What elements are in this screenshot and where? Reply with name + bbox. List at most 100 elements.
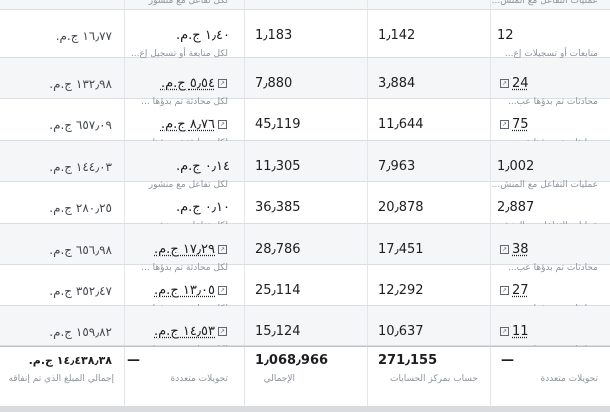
- table-row: ↗ 38 محادثات تم بدؤها عب... 17٫451 28٫786 ↗١٧…: [0, 224, 610, 273]
- impressions-cell: 11٫305: [244, 141, 367, 181]
- cost-per-result-cell: ↗١٤٫٥٣ ج.م.لكل محادثة تم بدؤها ...: [124, 306, 244, 355]
- results-number[interactable]: 11: [512, 324, 529, 339]
- cost-per-result-label: لكل متابعة أو تسجيل إع...: [130, 49, 228, 59]
- table-row: 2٫887 عمليات التفاعل مع المنش... 20٫878 36٫…: [0, 182, 610, 231]
- total-results-label: تحويلات متعددة: [540, 374, 599, 384]
- results-value: ↗ 27: [497, 283, 529, 299]
- cost-per-result-value: ٠٫١٠ ج.م.: [176, 200, 230, 216]
- total-impressions-cell: 1٫068٫966 الإجمالي: [244, 347, 367, 406]
- external-link-icon[interactable]: ↗: [218, 79, 227, 88]
- reach-cell: 3٫884: [367, 58, 490, 98]
- impressions-cell: 28٫786: [244, 224, 367, 264]
- reach-cell: 10٫637: [367, 306, 490, 345]
- total-reach-cell: 271٫155 حساب بمركز الحسابات: [367, 347, 490, 406]
- reach-cell: 11٫644: [367, 99, 490, 140]
- total-amount-label: إجمالي المبلغ الذي تم إنفاقه: [8, 374, 114, 384]
- impressions-value: 7٫880: [255, 76, 293, 91]
- amount-spent-cell: ٣٥٢٫٤٧ ج.م.: [0, 265, 124, 305]
- amount-spent-value: ٣٥٢٫٤٧ ج.م.: [49, 284, 112, 298]
- external-link-icon[interactable]: ↗: [218, 245, 227, 254]
- impressions-value: 15٫124: [255, 324, 301, 339]
- total-cost-cell: — تحويلات متعددة: [124, 347, 244, 406]
- amount-spent-cell: ٦٥٦٫٩٨ ج.م.: [0, 224, 124, 264]
- impressions-value: 45٫119: [255, 117, 301, 132]
- results-number: 12: [497, 28, 514, 43]
- results-number[interactable]: 27: [512, 283, 529, 298]
- total-amount-cell: ١٤٫٤٣٨٫٣٨ ج.م. إجمالي المبلغ الذي تم إنف…: [0, 347, 124, 406]
- results-number[interactable]: 38: [512, 242, 529, 257]
- results-value: ↗ 11: [497, 324, 529, 340]
- reach-value: 1٫142: [378, 28, 416, 43]
- results-value: ↗ 75: [497, 117, 529, 133]
- cost-per-result-cell: ٠٫١٠ ج.م. لكل تفاعل مع منشور: [124, 182, 244, 231]
- cost-per-result-value: ١٫٤٠ ج.م.: [176, 28, 230, 44]
- cost-number[interactable]: ١٤٫٥٣ ج.م.: [154, 324, 215, 339]
- results-value: ↗ 24: [497, 76, 529, 92]
- amount-spent-value: ١٣٢٫٩٨ ج.م.: [49, 77, 112, 91]
- results-cell: 2٫887 عمليات التفاعل مع المنش...: [490, 182, 610, 231]
- amount-spent-cell: ١٣٢٫٩٨ ج.م.: [0, 58, 124, 98]
- cost-per-result-cell: ١٫٤٠ ج.م. لكل متابعة أو تسجيل إع...: [124, 10, 244, 59]
- external-link-icon[interactable]: ↗: [500, 286, 509, 295]
- amount-spent-value: ١٥٩٫٨٢ ج.م.: [49, 325, 112, 339]
- total-reach-value: 271٫155: [378, 353, 438, 368]
- impressions-cell: [244, 0, 367, 9]
- results-cell: ↗11محادثات تم بدؤها عب...: [490, 306, 610, 355]
- total-cost-value: —: [127, 353, 140, 368]
- reach-cell: 17٫451: [367, 224, 490, 264]
- amount-spent-cell: ١٥٩٫٨٢ ج.م.: [0, 306, 124, 345]
- impressions-value: 28٫786: [255, 242, 301, 257]
- cost-number[interactable]: ٥٫٥٤ ج.م.: [160, 76, 215, 91]
- reach-cell: 7٫963: [367, 141, 490, 181]
- cost-number[interactable]: ٨٫٧٦ ج.م.: [160, 117, 215, 132]
- cost-per-result-cell: لكل تفاعل مع منشور: [124, 0, 244, 9]
- results-value: ↗ 38: [497, 242, 529, 258]
- cost-per-result-label: لكل محادثة تم بدؤها ...: [141, 263, 228, 273]
- external-link-icon[interactable]: ↗: [500, 327, 509, 336]
- external-link-icon[interactable]: ↗: [500, 245, 509, 254]
- total-reach-label: حساب بمركز الحسابات: [390, 374, 478, 384]
- results-type-label: محادثات تم بدؤها عب...: [507, 263, 598, 273]
- impressions-cell: 45٫119: [244, 99, 367, 140]
- cost-number: ١٫٤٠ ج.م.: [175, 28, 230, 43]
- cost-per-result-value: ↗٥٫٥٤ ج.م.: [161, 76, 230, 92]
- reach-value: 12٫292: [378, 283, 424, 298]
- cost-per-result-cell: ↗١٣٫٠٥ ج.م. لكل محادثة تم بدؤها ...: [124, 265, 244, 314]
- reach-value: 11٫644: [378, 117, 424, 132]
- external-link-icon[interactable]: ↗: [218, 286, 227, 295]
- cost-number[interactable]: ١٧٫٢٩ ج.م.: [154, 242, 215, 257]
- results-type-label: عمليات التفاعل مع المنش...: [491, 0, 598, 6]
- reach-cell: 20٫878: [367, 182, 490, 223]
- horizontal-scrollbar[interactable]: [0, 406, 610, 412]
- cost-per-result-label: لكل تفاعل مع منشور: [148, 0, 228, 6]
- cost-number: ٠٫١٠ ج.م.: [175, 200, 230, 215]
- impressions-cell: 7٫880: [244, 58, 367, 98]
- results-cell: ↗75 محادثات تم بدؤها عب...: [490, 99, 610, 148]
- cost-per-result-value: ↗١٤٫٥٣ ج.م.: [154, 324, 230, 340]
- amount-spent-value: ٢٨٠٫٢٥ ج.م.: [49, 201, 112, 215]
- external-link-icon[interactable]: ↗: [500, 120, 509, 129]
- results-number[interactable]: 24: [512, 76, 529, 91]
- impressions-value: 25٫114: [255, 283, 301, 298]
- cost-per-result-value: ٠٫١٤ ج.م.: [176, 159, 230, 175]
- results-cell: ↗27 محادثات تم بدؤها عب...: [490, 265, 610, 314]
- cost-per-result-value: ↗١٧٫٢٩ ج.م.: [154, 242, 230, 258]
- results-type-label: محادثات تم بدؤها عب...: [507, 97, 598, 107]
- results-type-label: متابعات أو تسجيلات إع...: [504, 49, 598, 59]
- total-impressions-label: الإجمالي: [263, 374, 295, 384]
- external-link-icon[interactable]: ↗: [500, 79, 509, 88]
- amount-spent-cell: ٢٨٠٫٢٥ ج.م.: [0, 182, 124, 223]
- external-link-icon[interactable]: ↗: [218, 327, 227, 336]
- results-number[interactable]: 75: [512, 117, 529, 132]
- results-number: 1٫002: [497, 159, 535, 174]
- external-link-icon[interactable]: ↗: [218, 120, 227, 129]
- cost-per-result-cell: ↗١٧٫٢٩ ج.م. لكل محادثة تم بدؤها ...: [124, 224, 244, 273]
- results-value: 2٫887: [497, 200, 534, 216]
- cost-per-result-cell: ٠٫١٤ ج.م. لكل تفاعل مع منشور: [124, 141, 244, 190]
- cost-number[interactable]: ١٣٫٠٥ ج.م.: [154, 283, 215, 298]
- impressions-cell: 15٫124: [244, 306, 367, 345]
- impressions-cell: 25٫114: [244, 265, 367, 305]
- cost-per-result-cell: ↗٨٫٧٦ ج.م. لكل محادثة تم بدؤها ...: [124, 99, 244, 148]
- cost-per-result-value: ↗٨٫٧٦ ج.م.: [161, 117, 230, 133]
- total-impressions-value: 1٫068٫966: [255, 353, 329, 368]
